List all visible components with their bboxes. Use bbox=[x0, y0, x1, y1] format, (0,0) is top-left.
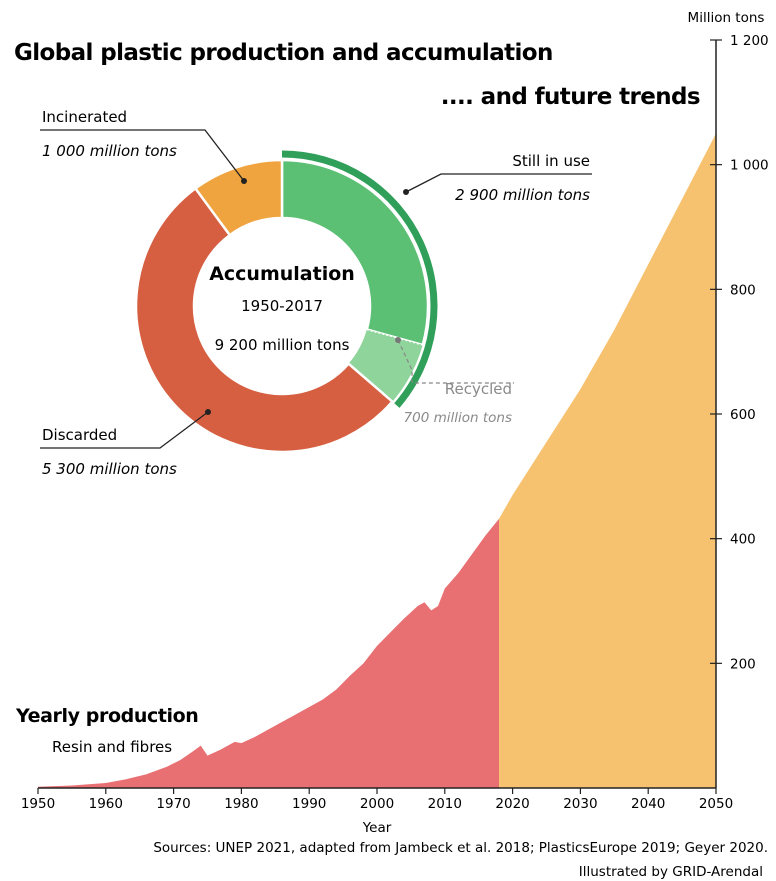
x-tick-label: 1980 bbox=[224, 796, 258, 812]
area-series-group bbox=[38, 133, 716, 788]
area-projected-production bbox=[499, 133, 716, 788]
y-tick-label: 800 bbox=[730, 282, 756, 298]
chart-subtitle: .... and future trends bbox=[441, 84, 700, 110]
dot-discarded bbox=[205, 409, 211, 415]
leader-line-still-in-use bbox=[405, 173, 592, 193]
x-tick-label: 2030 bbox=[563, 796, 597, 812]
x-tick-label: 2050 bbox=[699, 796, 733, 812]
x-tick-label: 1950 bbox=[21, 796, 55, 812]
leader-line-incinerated bbox=[40, 129, 245, 182]
x-tick-label: 1960 bbox=[89, 796, 123, 812]
donut-center-title: Accumulation bbox=[209, 263, 355, 285]
y-tick-label: 600 bbox=[730, 407, 756, 423]
chart-title: Global plastic production and accumulati… bbox=[14, 40, 553, 66]
value-recycled: 700 million tons bbox=[404, 410, 512, 426]
x-tick-label: 2010 bbox=[428, 796, 462, 812]
value-discarded: 5 300 million tons bbox=[42, 460, 177, 478]
dot-incinerated bbox=[241, 178, 247, 184]
donut-center-total: 9 200 million tons bbox=[215, 336, 350, 354]
leader-line-recycled bbox=[397, 339, 514, 384]
label-recycled: Recycled bbox=[445, 380, 512, 398]
y-axis-unit: Million tons bbox=[688, 10, 765, 26]
x-tick-label: 2020 bbox=[495, 796, 529, 812]
label-discarded: Discarded bbox=[42, 426, 117, 444]
leader-lines bbox=[40, 129, 592, 449]
y-ticks: 200 400 600 800 1 000 1 200 bbox=[710, 33, 769, 672]
donut-slice-recycled bbox=[348, 329, 423, 402]
y-tick-label: 400 bbox=[730, 532, 756, 548]
leader-line-discarded bbox=[40, 411, 209, 449]
value-incinerated: 1 000 million tons bbox=[42, 142, 177, 160]
y-tick-label: 200 bbox=[730, 656, 756, 672]
accumulation-donut bbox=[134, 150, 438, 454]
donut-center-period: 1950-2017 bbox=[241, 297, 323, 315]
x-tick-label: 1990 bbox=[292, 796, 326, 812]
credit-note: Illustrated by GRID-Arendal bbox=[579, 864, 763, 880]
donut-slice-still-in-use bbox=[280, 158, 430, 347]
dot-still-in-use bbox=[403, 189, 409, 195]
x-axis-label: Year bbox=[362, 820, 392, 836]
area-historical-production bbox=[38, 518, 500, 788]
x-tick-label: 1970 bbox=[156, 796, 190, 812]
donut-outer-arc bbox=[281, 150, 438, 408]
donut-divider bbox=[366, 328, 423, 346]
yearly-production-subtitle: Resin and fibres bbox=[52, 738, 172, 756]
yearly-production-title: Yearly production bbox=[15, 705, 198, 727]
x-ticks: 1950 1960 1970 1980 1990 2000 2010 2020 2030 2040… bbox=[21, 788, 733, 812]
y-tick-label: 1 200 bbox=[730, 33, 769, 49]
donut-slice-incinerated bbox=[193, 158, 284, 237]
y-tick-label: 1 000 bbox=[730, 158, 769, 174]
x-tick-label: 2000 bbox=[360, 796, 394, 812]
x-tick-label: 2040 bbox=[631, 796, 665, 812]
dot-recycled bbox=[395, 337, 401, 343]
value-still-in-use: 2 900 million tons bbox=[455, 186, 590, 204]
label-still-in-use: Still in use bbox=[512, 152, 590, 170]
donut-slice-discarded bbox=[134, 186, 395, 454]
label-incinerated: Incinerated bbox=[42, 108, 127, 126]
sources-note: Sources: UNEP 2021, adapted from Jambeck… bbox=[153, 840, 768, 856]
